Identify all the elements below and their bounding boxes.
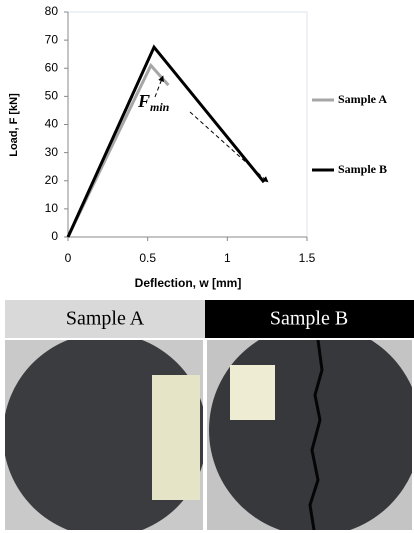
y-tick-label: 40 bbox=[45, 117, 59, 131]
photo bbox=[207, 340, 412, 530]
annotation-arrow bbox=[189, 111, 269, 183]
x-tick-label: 1 bbox=[224, 251, 231, 265]
plot: 0 10 20 30 40 50 60 70 80 0 0.5 1 1.5 bbox=[45, 4, 316, 265]
legend-label: Sample B bbox=[338, 162, 387, 176]
y-tick-label: 60 bbox=[45, 60, 59, 74]
panel-label: Sample A bbox=[66, 308, 145, 330]
panel-header bbox=[205, 300, 414, 338]
plot-frame bbox=[67, 11, 308, 238]
y-tick-label: 30 bbox=[45, 145, 59, 159]
series-line bbox=[66, 44, 266, 238]
annotation: Fmin bbox=[137, 91, 170, 114]
x-tick-label: 0 bbox=[65, 251, 72, 265]
y-tick-label: 80 bbox=[45, 4, 59, 18]
y-axis-title: Load, F [kN] bbox=[8, 93, 20, 157]
legend: Sample A Sample B bbox=[312, 92, 387, 176]
y-tick-label: 50 bbox=[45, 89, 59, 103]
y-tick-label: 10 bbox=[45, 201, 59, 215]
y-tick-label: 70 bbox=[45, 32, 59, 46]
photo bbox=[5, 340, 203, 530]
series-line bbox=[66, 62, 170, 238]
y-tick-label: 0 bbox=[51, 229, 58, 243]
x-tick-label: 1.5 bbox=[299, 251, 316, 265]
panel-header bbox=[5, 300, 205, 338]
annotation-arrow bbox=[154, 75, 164, 98]
x-axis-title: Deflection, w [mm] bbox=[135, 276, 242, 290]
panel-label: Sample B bbox=[270, 308, 348, 330]
legend-label: Sample A bbox=[338, 92, 387, 106]
x-tick-label: 0.5 bbox=[139, 251, 156, 265]
y-tick-label: 20 bbox=[45, 173, 59, 187]
